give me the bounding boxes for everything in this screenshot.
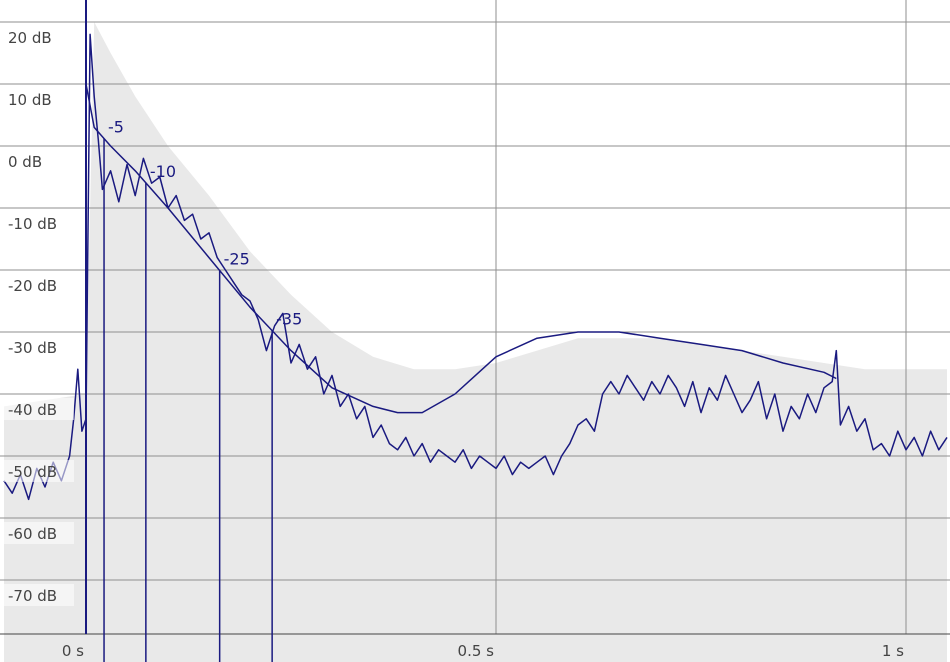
y-tick-label-6: -40 dB — [8, 401, 57, 419]
y-tick-label-bg-9 — [4, 584, 74, 606]
tick-label-layer: 20 dB 10 dB 0 dB -10 dB -20 dB -30 dB -40 dB -5… — [4, 26, 904, 660]
y-tick-label-7: -50 dB — [8, 463, 57, 481]
marker-label-0: -5 — [108, 118, 124, 137]
noise-envelope-area — [4, 22, 947, 662]
y-tick-label-bg-8 — [4, 522, 74, 544]
x-tick-label-1: 0.5 s — [458, 642, 495, 660]
y-tick-label-bg-0 — [4, 26, 74, 48]
grid-layer — [0, 0, 950, 635]
y-tick-label-bg-6 — [4, 398, 74, 420]
y-tick-label-4: -20 dB — [8, 277, 57, 295]
y-tick-label-5: -30 dB — [8, 339, 57, 357]
x-tick-label-0: 0 s — [62, 642, 84, 660]
y-tick-label-bg-1 — [4, 88, 74, 110]
y-tick-label-3: -10 dB — [8, 215, 57, 233]
marker-lines-layer — [103, 138, 273, 662]
series-layer — [3, 33, 948, 501]
marker-label-2: -25 — [224, 249, 250, 268]
y-tick-label-0: 20 dB — [8, 29, 52, 47]
y-tick-label-9: -70 dB — [8, 587, 57, 605]
series-line-smoothed_envelope — [85, 83, 837, 414]
marker-label-3: -35 — [276, 310, 302, 329]
y-tick-label-2: 0 dB — [8, 153, 42, 171]
y-tick-label-8: -60 dB — [8, 525, 57, 543]
y-tick-label-bg-3 — [4, 212, 74, 234]
y-tick-label-1: 10 dB — [8, 91, 52, 109]
y-tick-label-bg-5 — [4, 336, 74, 358]
marker-label-1: -10 — [150, 162, 176, 181]
y-tick-label-bg-7 — [4, 460, 74, 482]
x-tick-label-2: 1 s — [882, 642, 904, 660]
noise-envelope-layer — [4, 22, 947, 662]
y-tick-label-bg-2 — [4, 150, 74, 172]
series-line-measured_level — [3, 33, 948, 501]
y-tick-label-bg-4 — [4, 274, 74, 296]
